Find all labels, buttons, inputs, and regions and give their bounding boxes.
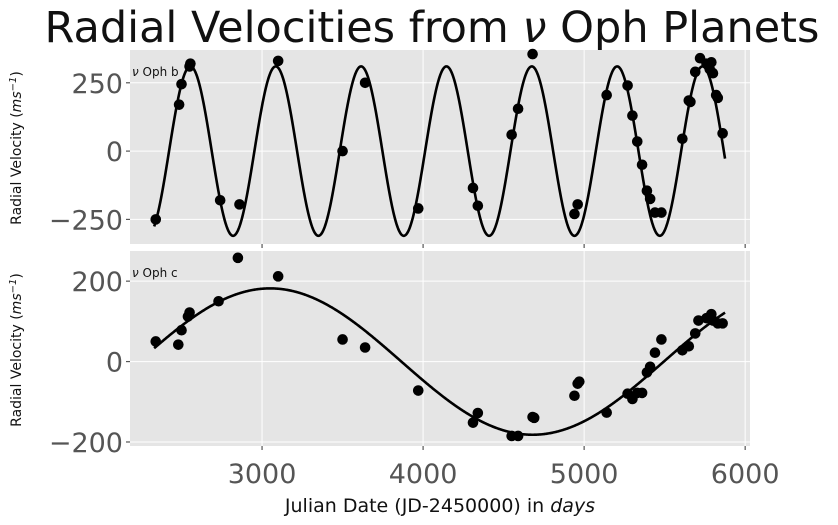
- data-point: [359, 77, 371, 89]
- data-point: [234, 199, 245, 210]
- chart-title: Radial Velocities from ν Oph Planets: [45, 3, 820, 53]
- data-point: [631, 136, 643, 147]
- data-point: [572, 199, 583, 210]
- data-point: [272, 271, 284, 282]
- data-point: [601, 89, 612, 101]
- y-tick-label: −200: [49, 428, 123, 459]
- data-point: [173, 339, 184, 350]
- x-axis-label: Julian Date (JD-2450000) in days: [284, 495, 595, 517]
- data-point: [214, 194, 226, 206]
- x-tick-label: 3000: [228, 459, 297, 490]
- data-point: [472, 200, 484, 212]
- data-point: [528, 412, 540, 424]
- data-point: [412, 203, 424, 214]
- data-point: [644, 361, 656, 373]
- panel-nu-oph-b: −250 0 250 ν Oph b: [49, 48, 750, 248]
- data-point: [677, 133, 688, 145]
- y-tick-label: 0: [106, 137, 123, 168]
- data-point: [467, 417, 479, 428]
- data-point: [184, 307, 195, 318]
- data-point: [412, 385, 424, 396]
- data-point: [693, 315, 704, 326]
- panel-nu-oph-c: 3000 4000 5000 6000 −200 0 200 ν Oph c: [49, 251, 780, 490]
- data-point: [467, 182, 479, 194]
- x-tick-label: 6000: [711, 459, 780, 490]
- data-point: [232, 252, 244, 264]
- y-tick-label: −250: [49, 205, 123, 236]
- data-point: [337, 145, 348, 157]
- data-point: [689, 66, 701, 78]
- data-point: [707, 67, 719, 79]
- x-tick-label: 4000: [389, 459, 458, 490]
- plot-area: [130, 251, 750, 446]
- data-point: [569, 208, 580, 220]
- data-point: [636, 159, 648, 171]
- data-point: [512, 103, 524, 115]
- y-tick-label: 200: [71, 267, 123, 298]
- data-point: [622, 80, 633, 91]
- data-point: [706, 56, 717, 68]
- data-point: [176, 78, 187, 90]
- data-point: [569, 390, 580, 402]
- data-point: [641, 185, 653, 197]
- y-tick-label: 250: [71, 69, 123, 100]
- panel-label: ν Oph b: [132, 65, 179, 79]
- data-point: [173, 99, 185, 110]
- data-point: [717, 318, 728, 329]
- y-axis-label-bottom: Radial Velocity (ms−1): [8, 273, 25, 427]
- data-point: [359, 342, 371, 353]
- data-point: [527, 48, 538, 60]
- data-point: [689, 328, 701, 339]
- data-point: [185, 58, 196, 69]
- model-curve: [152, 65, 727, 238]
- y-axis-label-top: Radial Velocity (ms−1): [8, 71, 25, 225]
- data-point: [644, 193, 656, 205]
- data-point: [712, 92, 724, 104]
- data-point: [636, 387, 648, 399]
- data-point: [627, 110, 638, 121]
- data-point: [337, 334, 348, 345]
- data-point: [472, 407, 484, 419]
- data-point: [685, 96, 696, 108]
- y-tick-label: 0: [106, 348, 123, 379]
- data-point: [717, 128, 728, 139]
- data-point: [150, 214, 162, 225]
- data-point: [512, 430, 524, 442]
- x-tick-label: 5000: [550, 459, 619, 490]
- data-point: [573, 376, 585, 387]
- data-point: [656, 334, 667, 345]
- data-point: [272, 55, 284, 67]
- data-point: [213, 295, 224, 307]
- data-point: [649, 347, 661, 359]
- data-point: [683, 340, 695, 352]
- data-point: [656, 207, 667, 218]
- data-point: [176, 324, 187, 336]
- data-point: [506, 129, 517, 141]
- data-point: [601, 407, 612, 418]
- panel-label: ν Oph c: [132, 266, 178, 280]
- data-point: [150, 336, 162, 347]
